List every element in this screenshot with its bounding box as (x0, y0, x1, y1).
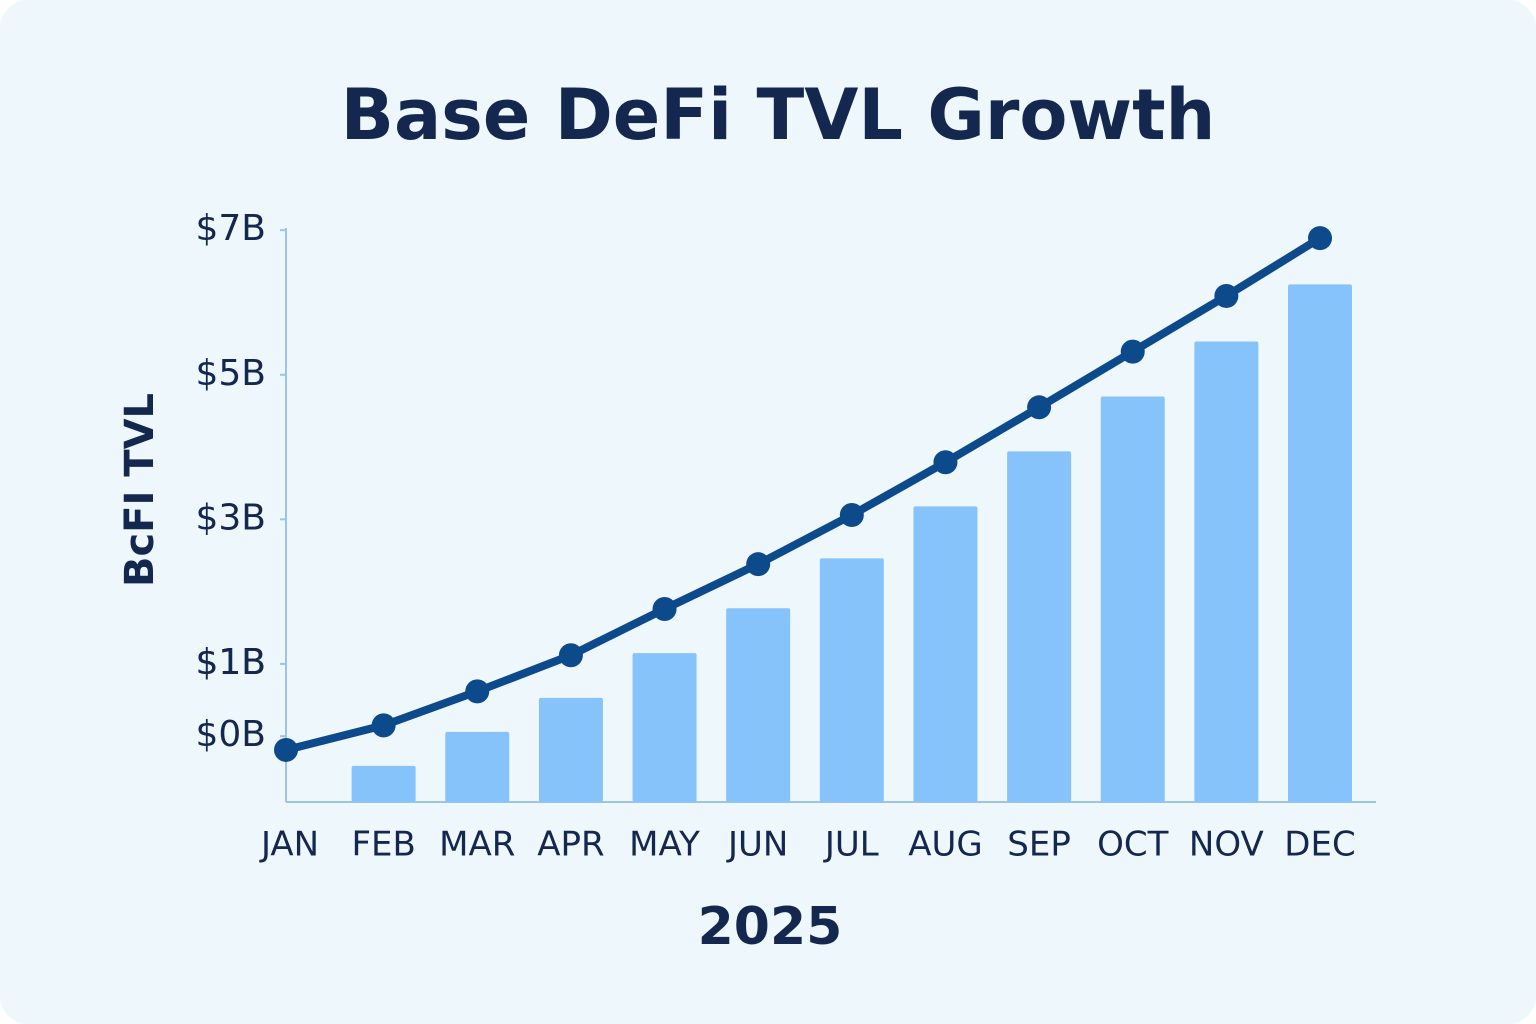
bar (1007, 451, 1072, 802)
x-tick-label: JAN (259, 825, 319, 865)
line (285, 234, 1323, 754)
line-marker (746, 552, 771, 577)
line-marker (1308, 226, 1332, 251)
line-marker (558, 643, 583, 668)
bar (445, 731, 510, 802)
x-tick-label: NOV (1189, 825, 1264, 865)
x-tick-label: JUL (823, 825, 879, 865)
x-tick-label: DEC (1284, 825, 1355, 865)
line-marker (839, 503, 864, 527)
x-axis-label: 2025 (698, 897, 843, 957)
y-axis-label: BcFI TVL (117, 393, 163, 587)
x-tick-label: JUN (726, 825, 788, 865)
line-marker (1027, 395, 1052, 420)
line-marker (1120, 339, 1145, 364)
bar (1194, 341, 1259, 802)
y-tick-label: $3B (195, 497, 266, 538)
x-tick-label: OCT (1097, 825, 1169, 865)
x-tick-label: FEB (351, 825, 415, 865)
chart-title: Base DeFi TVL Growth (341, 74, 1216, 156)
bar (538, 697, 603, 802)
x-tick-label: MAY (629, 825, 700, 865)
bar (819, 558, 884, 802)
x-tick-label: AUG (908, 825, 983, 865)
y-tick-label: $1B (195, 642, 266, 683)
y-tick-label: $1B (195, 642, 266, 683)
bar (913, 506, 978, 802)
bar (1288, 284, 1352, 802)
line-marker (274, 737, 298, 762)
y-tick-label: $0B (195, 714, 266, 755)
bar (726, 608, 791, 802)
x-tick-label: MAR (439, 825, 515, 865)
bar (1100, 396, 1165, 802)
x-tick-label: APR (537, 825, 604, 865)
y-tick-label: $5B (195, 353, 266, 394)
line-marker (465, 679, 490, 704)
bar (351, 765, 416, 802)
y-tick-label: $7B (195, 208, 266, 249)
bar (632, 653, 697, 802)
line-marker (371, 713, 396, 738)
x-tick-label: SEP (1007, 825, 1071, 865)
line-marker (933, 450, 958, 475)
line-marker (652, 596, 677, 621)
line-marker (1214, 283, 1239, 308)
